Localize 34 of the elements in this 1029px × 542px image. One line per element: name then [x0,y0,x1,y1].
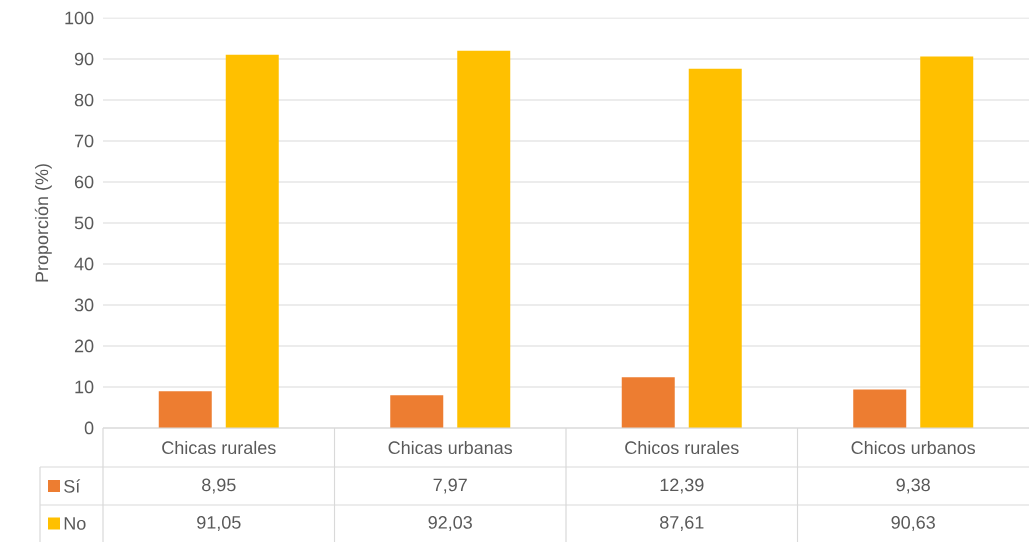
bar [853,389,907,428]
x-tick-label: Chicas urbanas [388,440,513,455]
bar [457,50,511,428]
data-label: 9,38 [896,478,930,494]
legend-label: No [64,517,86,530]
bar [158,391,212,428]
y-tick-label: 30 [74,298,94,312]
data-label: 8,95 [202,478,236,494]
bar [621,377,675,428]
x-tick-label: Chicos urbanos [851,440,976,455]
y-tick-label: 10 [75,380,94,394]
x-tick-label: Chicos rurales [625,440,739,455]
y-tick-label: 70 [74,134,94,148]
data-label: 91,05 [197,516,241,531]
legend-label: Sí [64,479,81,493]
x-tick-label: Chicas rurales [162,440,276,455]
bar [225,54,279,428]
bar [390,395,444,428]
y-tick-label: 0 [84,421,94,435]
bar [688,68,742,428]
y-tick-label: 60 [74,175,94,189]
data-label: 87,61 [660,516,704,531]
data-label: 7,97 [433,478,467,494]
y-tick-label: 80 [74,93,94,107]
y-tick-label: 50 [74,216,94,230]
y-tick-label: 100 [65,11,94,25]
data-label: 92,03 [428,516,472,531]
y-tick-label: 90 [74,52,94,66]
bar [920,56,974,428]
data-label: 12,39 [660,478,704,494]
y-tick-label: 20 [74,339,94,353]
y-tick-label: 40 [74,257,94,271]
y-axis-title: Proporción (%) [34,164,52,282]
data-label: 90,63 [891,516,935,531]
